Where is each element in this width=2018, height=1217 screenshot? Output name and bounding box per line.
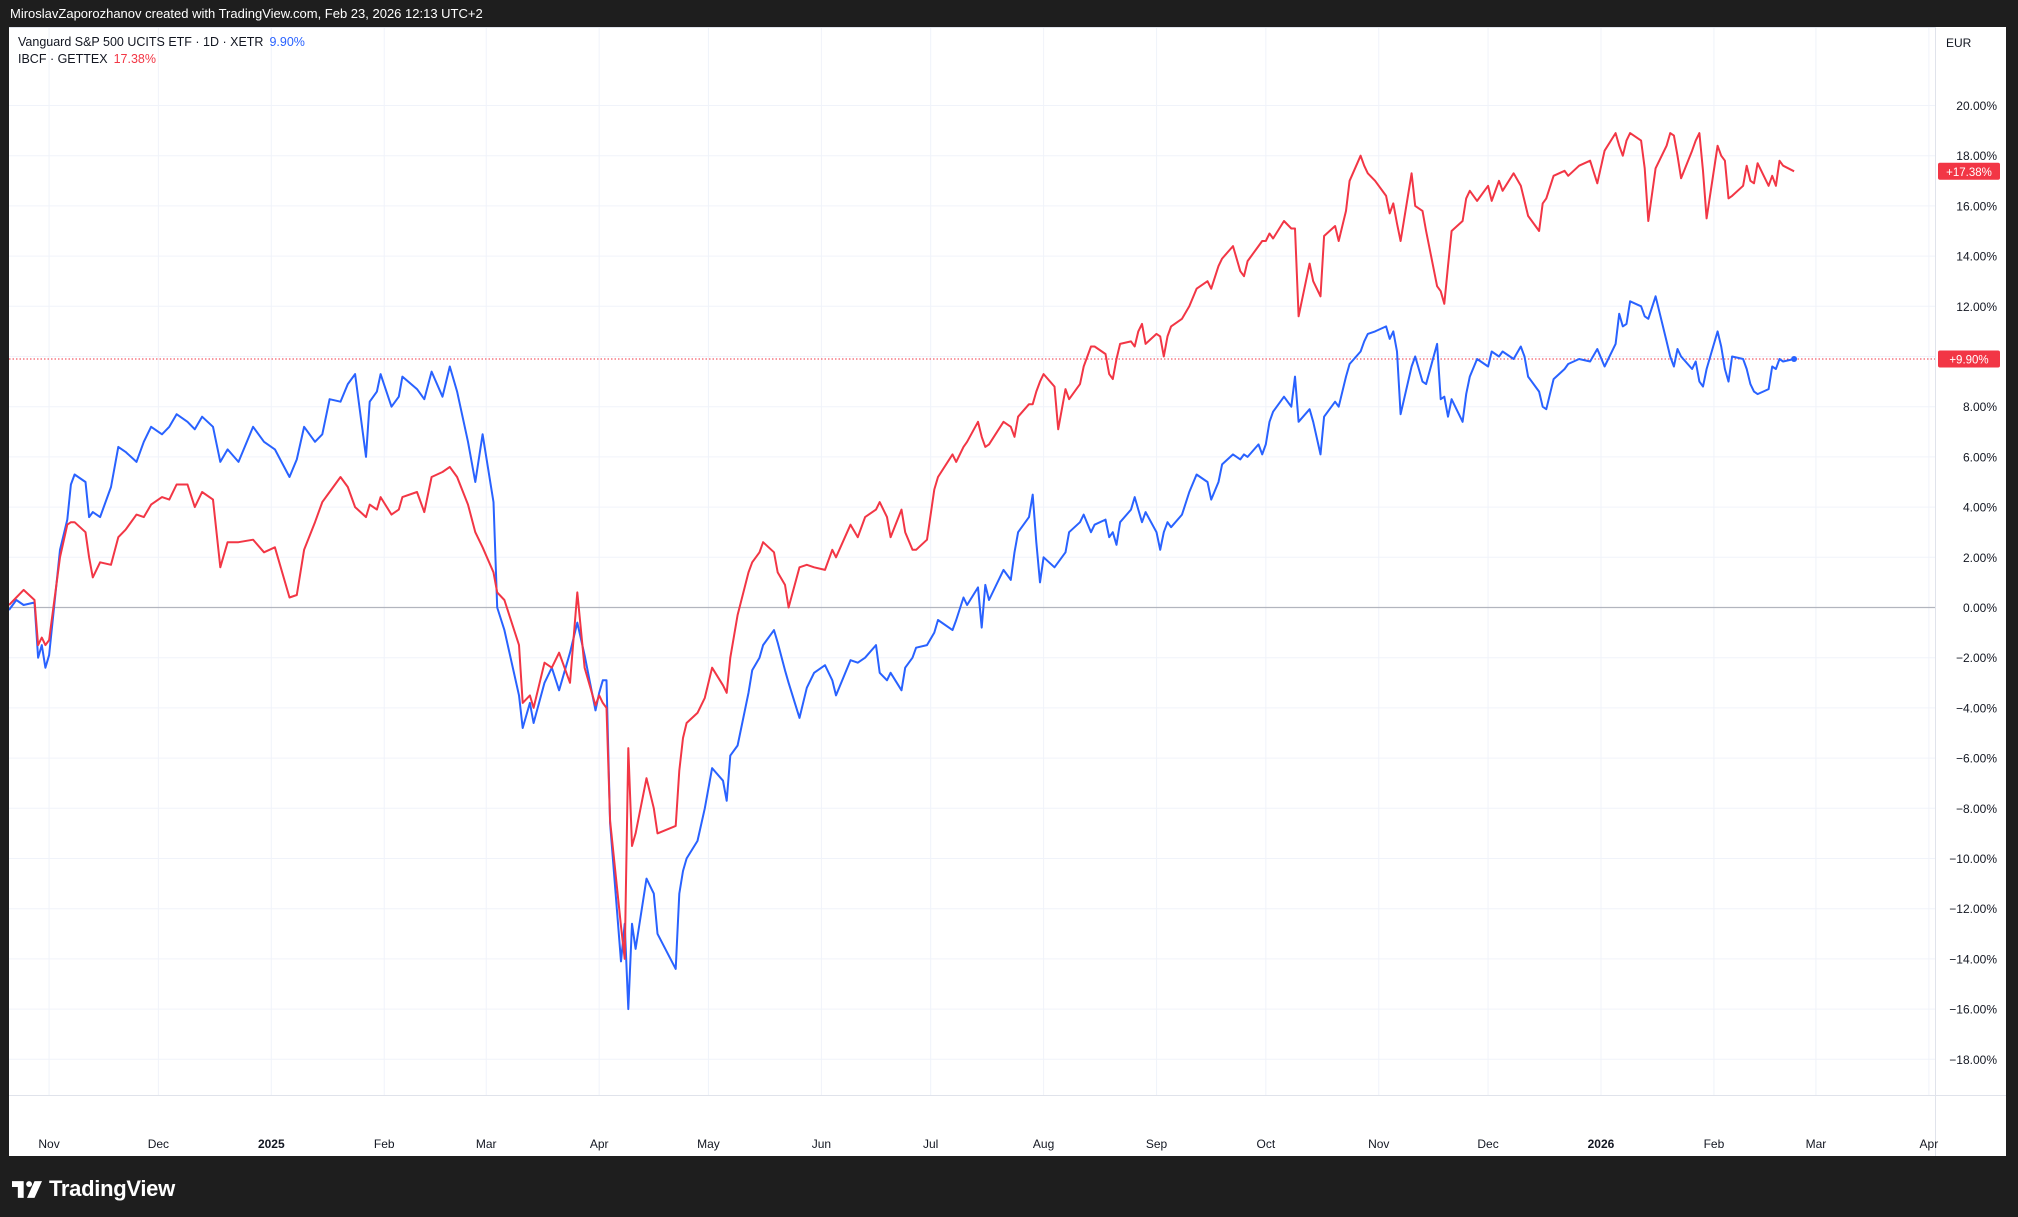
y-tick-label: 8.00% (1963, 400, 1997, 414)
y-tick-label: −12.00% (1949, 902, 1997, 916)
attribution-text: MiroslavZaporozhanov created with Tradin… (10, 6, 483, 21)
y-tick-label: −2.00% (1956, 651, 1997, 665)
x-tick-label: Jul (923, 1137, 938, 1151)
y-tick-label: 2.00% (1963, 551, 1997, 565)
y-tick-label: −4.00% (1956, 701, 1997, 715)
y-tick-label: 6.00% (1963, 450, 1997, 464)
footer-bar: TradingView (0, 1156, 2018, 1217)
y-tick-label: −14.00% (1949, 952, 1997, 966)
x-tick-label: Mar (476, 1137, 497, 1151)
legend-item-vanguard[interactable]: Vanguard S&P 500 UCITS ETF · 1D · XETR 9.… (18, 34, 305, 51)
y-tick-label: −16.00% (1949, 1003, 1997, 1017)
y-tick-label: −18.00% (1949, 1053, 1997, 1067)
y-tick-label: −6.00% (1956, 752, 1997, 766)
y-tick-label: 12.00% (1956, 300, 1997, 314)
x-tick-label: Feb (374, 1137, 395, 1151)
y-tick-label: 16.00% (1956, 199, 1997, 213)
x-tick-label: 2025 (258, 1137, 285, 1151)
y-tick-label: 18.00% (1956, 149, 1997, 163)
tradingview-logo[interactable]: TradingView (12, 1176, 175, 1202)
last-point-marker (1791, 356, 1798, 363)
x-tick-label: Nov (38, 1137, 59, 1151)
chart-panel[interactable]: 20.00%18.00%16.00%14.00%12.00%10.00%8.00… (9, 27, 2006, 1156)
y-tick-label: 0.00% (1963, 601, 1997, 615)
chart-canvas[interactable]: 20.00%18.00%16.00%14.00%12.00%10.00%8.00… (9, 27, 2006, 1156)
y-tick-label: 20.00% (1956, 99, 1997, 113)
chart-background (9, 27, 2006, 1156)
x-tick-label: Jun (812, 1137, 831, 1151)
legend-series-value: 9.90% (269, 35, 305, 49)
axis-marker-vanguard-bg (1938, 350, 2000, 368)
x-tick-label: Sep (1146, 1137, 1168, 1151)
x-tick-label: Apr (1920, 1137, 1939, 1151)
y-tick-label: 14.00% (1956, 250, 1997, 264)
axis-marker-ibcf-bg (1938, 162, 2000, 180)
attribution-bar: MiroslavZaporozhanov created with Tradin… (0, 0, 2018, 27)
currency-label[interactable]: EUR (1946, 36, 1972, 50)
x-tick-label: Dec (148, 1137, 169, 1151)
x-tick-label: 2026 (1588, 1137, 1615, 1151)
x-tick-label: Feb (1704, 1137, 1725, 1151)
legend-series-name: Vanguard S&P 500 UCITS ETF · 1D · XETR (18, 35, 264, 49)
x-tick-label: Oct (1256, 1137, 1275, 1151)
axis-marker-vanguard-text: +9.90% (1949, 355, 1988, 367)
legend: Vanguard S&P 500 UCITS ETF · 1D · XETR 9.… (18, 34, 305, 68)
x-tick-label: Nov (1368, 1137, 1389, 1151)
x-tick-label: Dec (1477, 1137, 1498, 1151)
x-tick-label: May (697, 1137, 720, 1151)
legend-item-ibcf[interactable]: IBCF · GETTEX 17.38% (18, 51, 305, 68)
x-tick-label: Mar (1806, 1137, 1827, 1151)
series-line-vanguard[interactable] (9, 295, 1795, 1011)
axis-marker-ibcf-text: +17.38% (1946, 167, 1992, 179)
y-tick-label: −8.00% (1956, 802, 1997, 816)
brand-name: TradingView (49, 1176, 175, 1201)
legend-series-value: 17.38% (113, 52, 156, 66)
series-line-ibcf[interactable] (9, 132, 1795, 960)
tradingview-logo-icon (12, 1180, 42, 1198)
x-tick-label: Aug (1033, 1137, 1054, 1151)
legend-series-name: IBCF · GETTEX (18, 52, 108, 66)
y-tick-label: 4.00% (1963, 501, 1997, 515)
y-tick-label: −10.00% (1949, 852, 1997, 866)
x-tick-label: Apr (590, 1137, 609, 1151)
